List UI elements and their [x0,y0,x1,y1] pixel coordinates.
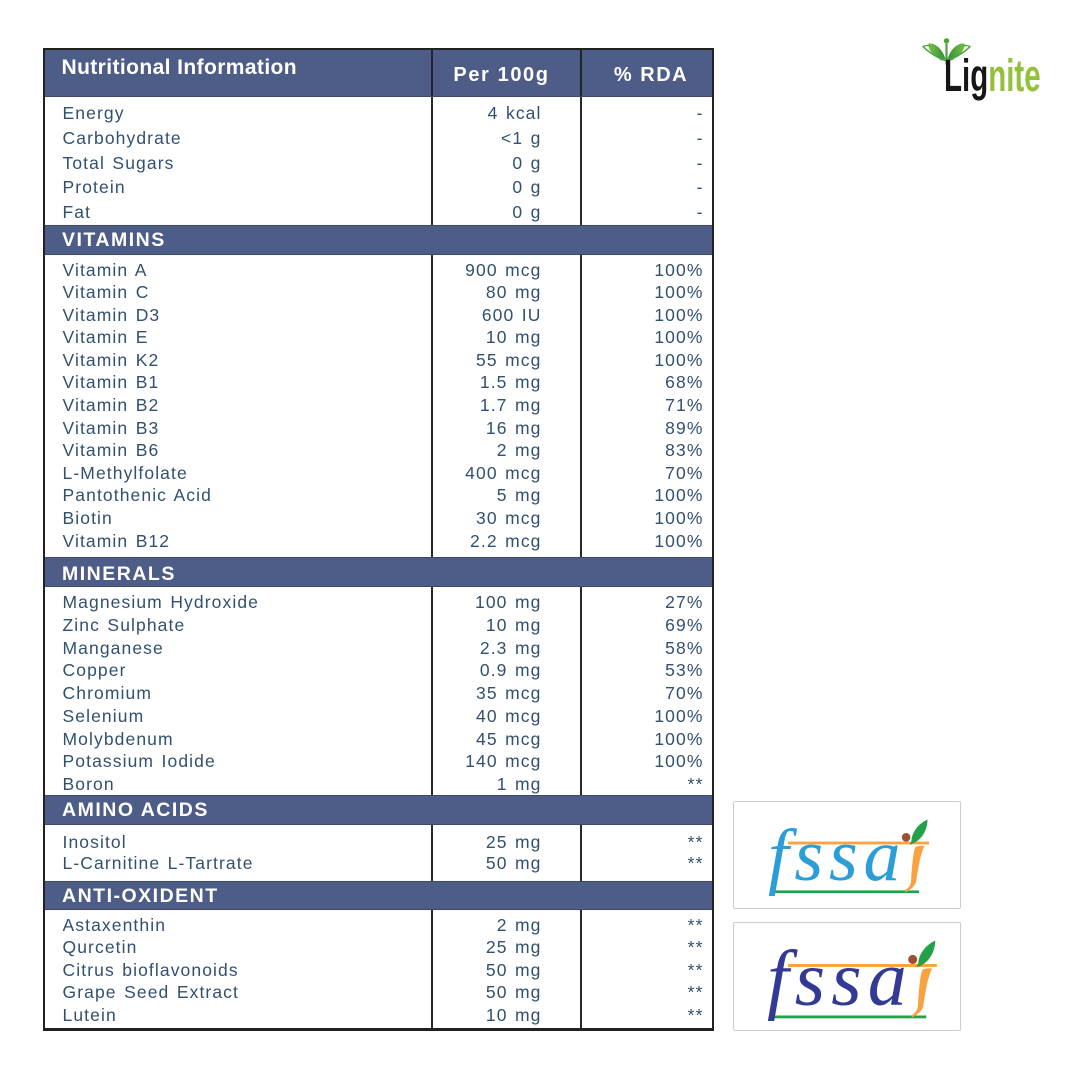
svg-text:fssa: fssa [767,935,913,1022]
svg-text:fssa: fssa [768,815,906,897]
